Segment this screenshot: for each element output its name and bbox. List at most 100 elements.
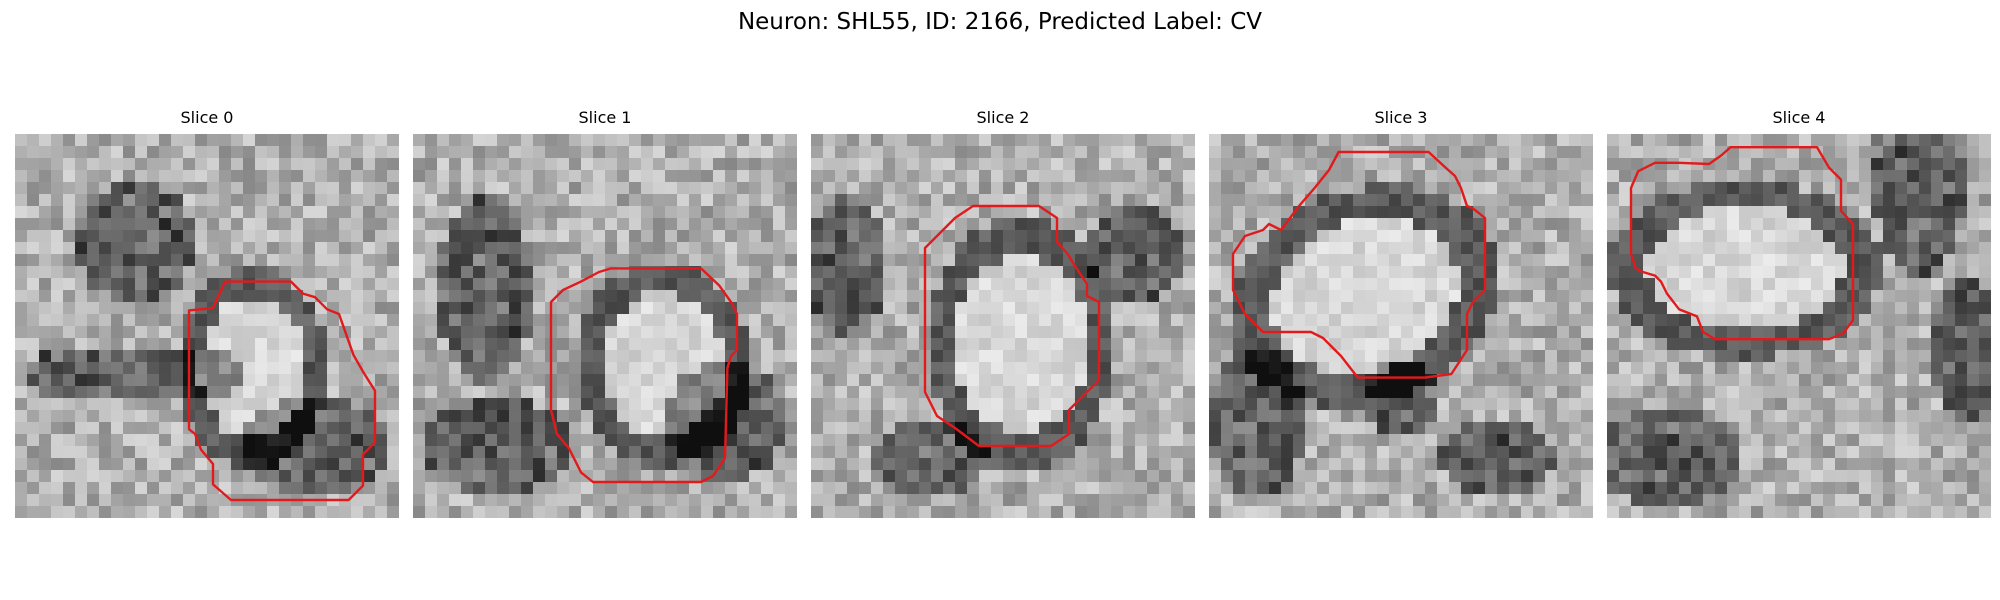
pixel [943,374,956,387]
pixel [425,506,438,518]
pixel [1955,278,1968,291]
pixel [557,422,570,435]
pixel [1257,134,1270,147]
pixel [1377,230,1390,243]
pixel [1171,506,1184,518]
pixel [195,338,208,351]
pixel [1485,278,1498,291]
pixel [1389,230,1402,243]
pixel [437,458,450,471]
pixel [823,194,836,207]
pixel [255,410,268,423]
pixel [545,134,558,147]
pixel [521,302,534,315]
pixel [315,398,328,411]
pixel [363,230,376,243]
pixel [811,386,824,399]
pixel [1497,386,1510,399]
pixel [1943,194,1956,207]
pixel [255,350,268,363]
pixel [1317,398,1330,411]
pixel [1317,350,1330,363]
pixel [1521,182,1534,195]
pixel [111,350,124,363]
pixel [1485,362,1498,375]
pixel [1667,338,1680,351]
pixel [1087,242,1100,255]
pixel [1859,446,1872,459]
pixel [1751,266,1764,279]
pixel [1221,182,1234,195]
pixel [1147,206,1160,219]
pixel [871,338,884,351]
pixel [1015,194,1028,207]
pixel [1847,206,1860,219]
pixel [907,146,920,159]
pixel [1437,242,1450,255]
pixel [605,242,618,255]
pixel [1607,350,1620,363]
pixel [629,494,642,507]
pixel [1437,134,1450,147]
pixel [75,362,88,375]
pixel [195,134,208,147]
pixel [1871,290,1884,303]
pixel [87,266,100,279]
pixel [569,194,582,207]
pixel [1569,254,1582,267]
pixel [1967,386,1980,399]
pixel [581,410,594,423]
pixel [351,410,364,423]
pixel [195,182,208,195]
pixel [1581,470,1593,483]
pixel [979,206,992,219]
pixel [1533,266,1546,279]
pixel [1557,194,1570,207]
pixel [811,242,824,255]
pixel [1233,314,1246,327]
pixel [1245,386,1258,399]
pixel [339,410,352,423]
pixel [75,182,88,195]
pixel [351,350,364,363]
pixel [677,290,690,303]
pixel [509,206,522,219]
pixel [1413,350,1426,363]
pixel [1221,302,1234,315]
pixel [1413,206,1426,219]
pixel [1751,290,1764,303]
pixel [1221,458,1234,471]
pixel [1329,422,1342,435]
pixel [533,506,546,518]
pixel [1221,422,1234,435]
pixel [1087,506,1100,518]
pixel [1147,242,1160,255]
pixel [811,230,824,243]
pixel [1293,278,1306,291]
pixel [1365,422,1378,435]
pixel [593,434,606,447]
pixel [1075,494,1088,507]
pixel [1293,314,1306,327]
pixel [291,194,304,207]
pixel [1581,206,1593,219]
pixel [1449,494,1462,507]
pixel [1389,362,1402,375]
pixel [1943,146,1956,159]
pixel [135,506,148,518]
pixel [1183,314,1195,327]
pixel [303,410,316,423]
pixel [1967,194,1980,207]
pixel [461,278,474,291]
pixel [135,350,148,363]
pixel [749,266,762,279]
pixel [1763,422,1776,435]
pixel [27,506,40,518]
pixel [279,206,292,219]
pixel [653,146,666,159]
pixel [1787,338,1800,351]
pixel [1763,326,1776,339]
pixel [1823,422,1836,435]
pixel [761,242,774,255]
pixel [449,314,462,327]
